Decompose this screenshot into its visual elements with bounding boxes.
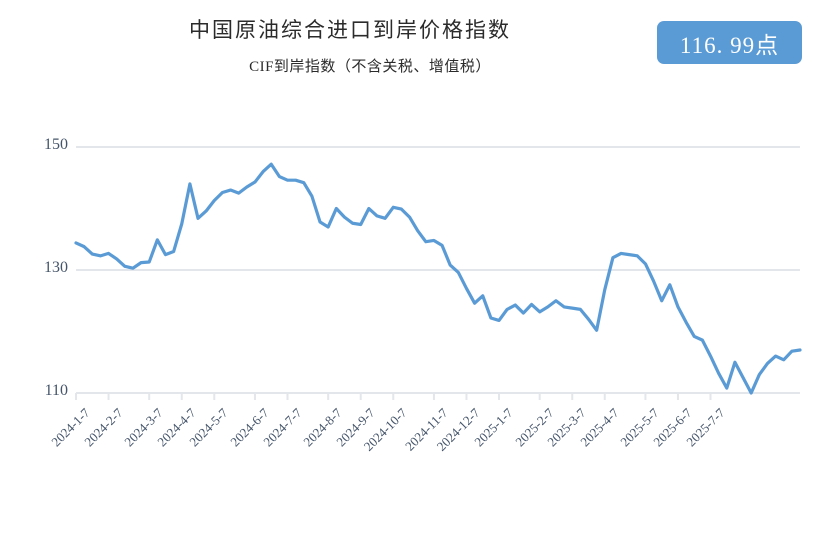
data-series-line — [74, 162, 802, 395]
latest-value-badge: 116. 99点 — [657, 21, 802, 64]
page-title: 中国原油综合进口到岸价格指数 — [189, 18, 511, 42]
x-tick-marks — [75, 393, 712, 400]
gridlines — [76, 146, 800, 394]
page-subtitle: CIF到岸指数（不含关税、增值税） — [249, 59, 491, 75]
chart-header: 中国原油综合进口到岸价格指数 CIF到岸指数（不含关税、增值税） 116. 99… — [0, 0, 817, 96]
line-chart — [74, 146, 802, 400]
chart-page: 中国原油综合进口到岸价格指数 CIF到岸指数（不含关税、增值税） 116. 99… — [0, 0, 817, 454]
